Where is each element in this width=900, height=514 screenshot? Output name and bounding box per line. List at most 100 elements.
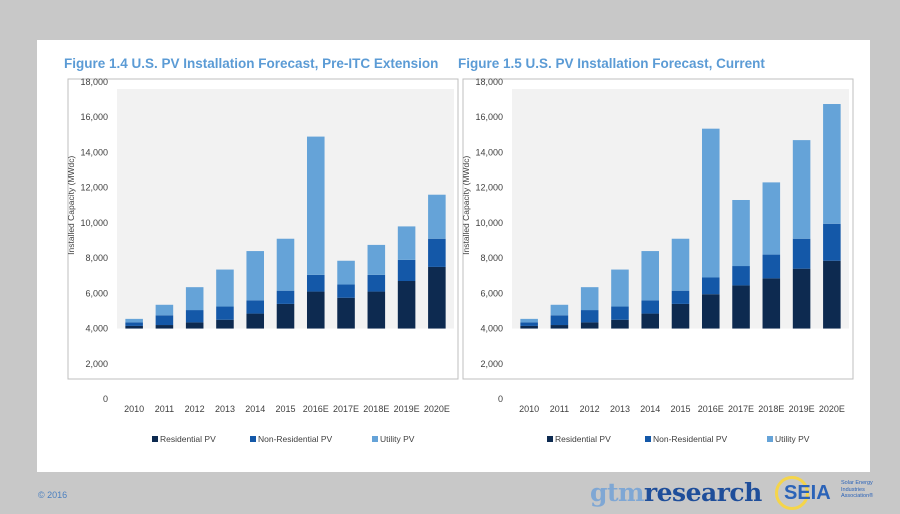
bar-residential-pv-2018e	[367, 291, 386, 329]
y-tick-label: 8,000	[480, 253, 503, 263]
bar-non-residential-pv-2018e	[367, 274, 386, 292]
bar-non-residential-pv-2012	[580, 310, 599, 323]
bar-utility-pv-2018e	[367, 244, 386, 275]
bar-residential-pv-2010	[520, 325, 538, 329]
bar-utility-pv-2019e	[792, 140, 811, 239]
bar-non-residential-pv-2010	[125, 322, 143, 326]
y-tick-label: 6,000	[480, 288, 503, 298]
bar-residential-pv-2018e	[762, 278, 781, 329]
legend-swatch	[645, 436, 651, 442]
y-axis-label: Installed Capacity (MWdc)	[461, 156, 471, 255]
legend-swatch	[767, 436, 773, 442]
bar-utility-pv-2015	[671, 238, 690, 291]
bar-utility-pv-2015	[276, 238, 295, 291]
chart-current: 0 2,000 4,000 6,000 8,000 10,000 12,000 14,000 1…	[455, 72, 860, 452]
logo-gtm-part: gtm	[590, 478, 644, 507]
bar-residential-pv-2017e	[732, 285, 750, 329]
x-tick-label: 2013	[215, 404, 235, 414]
legend-swatch	[547, 436, 553, 442]
bar-residential-pv-2014	[641, 313, 660, 329]
y-tick-label: 18,000	[475, 77, 503, 87]
bar-utility-pv-2011	[550, 304, 569, 316]
bar-utility-pv-2014	[246, 251, 265, 301]
bar-utility-pv-2010	[125, 318, 143, 323]
legend-label: Utility PV	[775, 434, 810, 444]
y-tick-label: 10,000	[475, 218, 503, 228]
seia-logo: SEIA Solar Energy Industries Association…	[775, 476, 885, 510]
y-tick-label: 8,000	[85, 253, 108, 263]
sun-ring-icon	[775, 476, 809, 510]
y-tick-label: 12,000	[475, 183, 503, 193]
bar-non-residential-pv-2013	[611, 306, 629, 320]
bar-residential-pv-2020e	[428, 266, 446, 329]
bar-residential-pv-2011	[550, 325, 569, 329]
bar-non-residential-pv-2017e	[732, 266, 750, 286]
bar-non-residential-pv-2015	[671, 290, 690, 304]
seia-sub-line: Solar Energy	[841, 480, 873, 486]
chart-pre-itc: 0 2,000 4,000 6,000 8,000 10,000 12,000 14,000 1…	[60, 72, 465, 452]
chart-frame	[462, 78, 854, 380]
x-tick-label: 2015	[275, 404, 295, 414]
bar-non-residential-pv-2019e	[792, 238, 811, 269]
bar-residential-pv-2019e	[792, 268, 811, 329]
bar-utility-pv-2011	[155, 304, 174, 316]
y-tick-label: 0	[498, 394, 503, 404]
seia-sub-line: Association®	[841, 493, 874, 499]
bar-residential-pv-2016e	[306, 291, 325, 329]
y-tick-label: 14,000	[80, 147, 108, 157]
bar-utility-pv-2013	[611, 269, 629, 307]
bar-non-residential-pv-2014	[246, 300, 265, 314]
seia-wordmark: SEIA	[784, 482, 831, 504]
x-tick-label: 2010	[124, 404, 144, 414]
x-tick-label: 2017E	[728, 404, 754, 414]
copyright-text: © 2016	[38, 490, 68, 500]
y-tick-label: 2,000	[85, 359, 108, 369]
y-tick-label: 4,000	[85, 324, 108, 334]
bar-residential-pv-2019e	[397, 281, 416, 329]
x-tick-label: 2010	[519, 404, 539, 414]
legend-label: Non-Residential PV	[258, 434, 333, 444]
logo-research-part: research	[643, 478, 762, 507]
legend-swatch	[152, 436, 158, 442]
legend-label: Non-Residential PV	[653, 434, 728, 444]
y-tick-label: 10,000	[80, 218, 108, 228]
bar-non-residential-pv-2018e	[762, 254, 781, 279]
bar-utility-pv-2010	[520, 318, 538, 323]
bar-non-residential-pv-2020e	[823, 223, 841, 261]
bar-non-residential-pv-2020e	[428, 238, 446, 267]
bar-utility-pv-2020e	[428, 194, 446, 239]
y-tick-label: 18,000	[80, 77, 108, 87]
bar-utility-pv-2016e	[306, 136, 325, 275]
bar-non-residential-pv-2016e	[306, 274, 325, 292]
legend-label: Utility PV	[380, 434, 415, 444]
bar-utility-pv-2017e	[732, 199, 750, 267]
bar-residential-pv-2012	[580, 322, 599, 329]
bar-utility-pv-2018e	[762, 182, 781, 255]
y-tick-label: 2,000	[480, 359, 503, 369]
x-tick-label: 2019E	[789, 404, 815, 414]
bar-residential-pv-2015	[671, 303, 690, 329]
y-tick-label: 16,000	[475, 112, 503, 122]
x-tick-label: 2018E	[758, 404, 784, 414]
y-tick-label: 12,000	[80, 183, 108, 193]
seia-subtitle: Solar Energy Industries Association®	[841, 480, 873, 500]
bar-residential-pv-2011	[155, 325, 174, 329]
bar-non-residential-pv-2015	[276, 290, 295, 304]
bar-non-residential-pv-2011	[550, 315, 569, 326]
x-tick-label: 2012	[185, 404, 205, 414]
bar-non-residential-pv-2014	[641, 300, 660, 314]
y-tick-label: 4,000	[480, 324, 503, 334]
x-tick-label: 2016E	[303, 404, 329, 414]
chart-svg: 0 2,000 4,000 6,000 8,000 10,000 12,000 14,000 1…	[66, 77, 459, 444]
seia-sub-line: Industries	[841, 486, 865, 493]
x-tick-label: 2020E	[424, 404, 450, 414]
legend-label: Residential PV	[555, 434, 611, 444]
bar-residential-pv-2016e	[701, 294, 720, 329]
x-tick-label: 2017E	[333, 404, 359, 414]
x-tick-label: 2016E	[698, 404, 724, 414]
y-tick-label: 16,000	[80, 112, 108, 122]
chart-svg: 0 2,000 4,000 6,000 8,000 10,000 12,000 14,000 1…	[461, 77, 854, 444]
bar-residential-pv-2014	[246, 313, 265, 329]
y-tick-label: 6,000	[85, 288, 108, 298]
bar-residential-pv-2013	[216, 319, 234, 329]
